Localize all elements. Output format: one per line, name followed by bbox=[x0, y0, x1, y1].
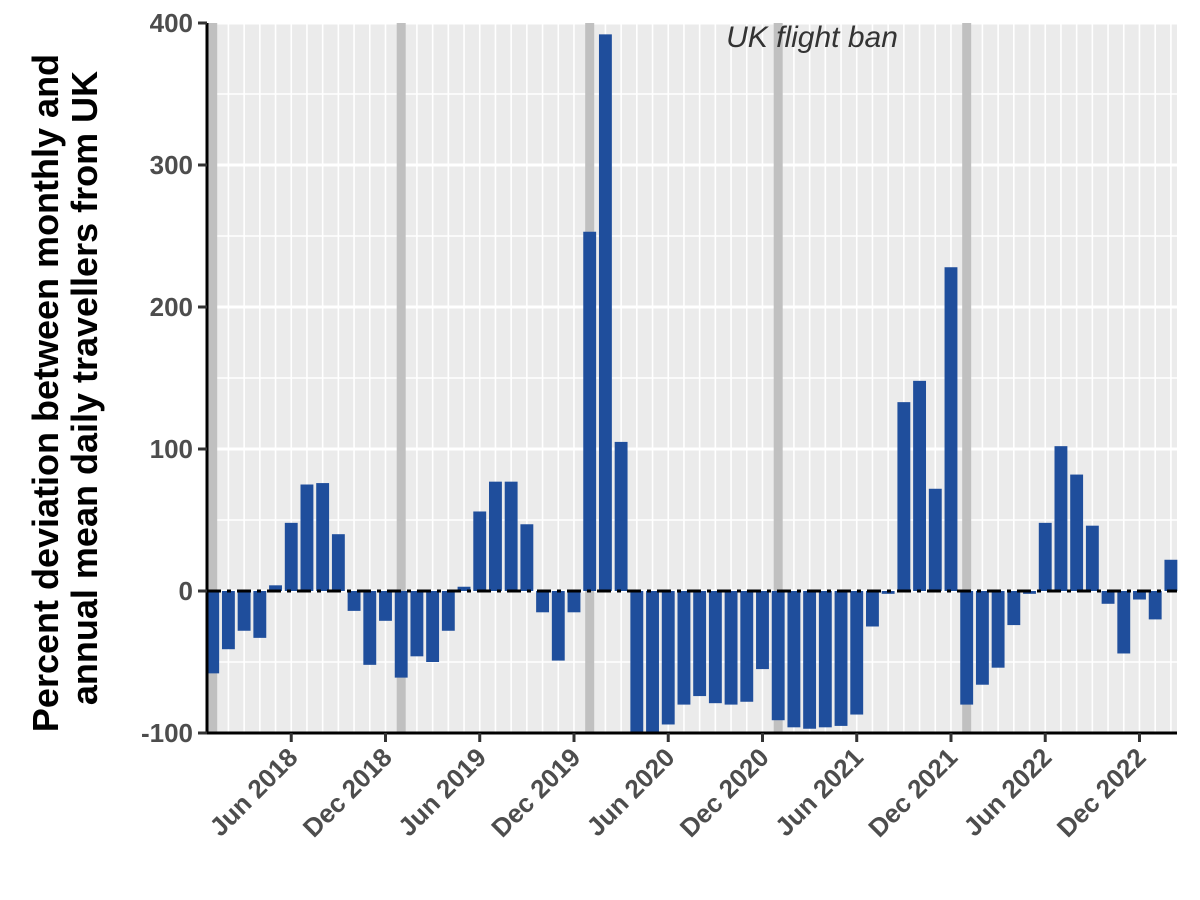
y-axis-label-line-1: Percent deviation between monthly and bbox=[25, 54, 66, 732]
bar bbox=[928, 488, 942, 591]
bar bbox=[693, 591, 707, 697]
bar bbox=[803, 591, 817, 729]
bar bbox=[1133, 591, 1146, 600]
bar bbox=[363, 591, 377, 665]
x-tick-label: Jun 2022 bbox=[958, 742, 1058, 842]
bar bbox=[756, 591, 769, 670]
bar bbox=[331, 534, 345, 591]
bar bbox=[269, 585, 282, 591]
bar bbox=[975, 591, 989, 685]
bar bbox=[1148, 591, 1162, 620]
bar bbox=[1117, 591, 1131, 654]
bar bbox=[630, 591, 644, 733]
bar bbox=[410, 591, 424, 657]
bar bbox=[316, 483, 330, 591]
bar bbox=[913, 380, 927, 591]
y-tick-label: 0 bbox=[179, 576, 193, 606]
bar bbox=[237, 591, 251, 631]
bar bbox=[441, 591, 455, 631]
bar bbox=[991, 591, 1005, 668]
y-tick-label: 400 bbox=[150, 8, 193, 38]
bar bbox=[960, 591, 974, 705]
bar bbox=[677, 591, 691, 705]
bar bbox=[1054, 446, 1068, 591]
bar bbox=[850, 591, 864, 715]
bar bbox=[253, 591, 267, 638]
y-axis-ticks: -100 0 100 200 300 400 bbox=[141, 8, 207, 748]
bar bbox=[347, 591, 361, 611]
bar bbox=[834, 591, 848, 726]
bar bbox=[1085, 525, 1099, 591]
x-tick-label: Dec 2022 bbox=[1051, 742, 1152, 843]
bar bbox=[379, 591, 392, 621]
bar bbox=[520, 524, 534, 591]
bar bbox=[614, 441, 628, 591]
bar bbox=[426, 591, 440, 662]
bar bbox=[944, 267, 958, 591]
bar bbox=[300, 484, 314, 591]
flight-ban-annotation: UK flight ban bbox=[726, 21, 898, 54]
bar bbox=[489, 481, 502, 591]
bar bbox=[567, 591, 581, 613]
bar bbox=[206, 591, 220, 674]
x-tick-label: Jun 2018 bbox=[204, 742, 304, 842]
bar bbox=[536, 591, 550, 613]
x-tick-label: Dec 2019 bbox=[485, 742, 586, 843]
bar bbox=[787, 591, 801, 728]
y-axis-label-line-2: annual mean daily travellers from UK bbox=[64, 71, 105, 705]
bar bbox=[1164, 559, 1178, 591]
bar bbox=[1007, 591, 1021, 626]
x-tick-label: Jun 2019 bbox=[392, 742, 492, 842]
bars bbox=[206, 34, 1178, 733]
bar bbox=[740, 591, 754, 702]
y-axis-label: Percent deviation between monthly and an… bbox=[25, 44, 105, 732]
bar bbox=[771, 591, 785, 721]
y-tick-label: 100 bbox=[150, 434, 193, 464]
bar bbox=[708, 591, 722, 704]
bar bbox=[1070, 474, 1084, 591]
bar bbox=[221, 591, 235, 650]
bar bbox=[1101, 591, 1115, 604]
bar bbox=[646, 591, 659, 733]
y-tick-label: -100 bbox=[141, 718, 193, 748]
x-tick-label: Jun 2021 bbox=[769, 742, 869, 842]
bar bbox=[583, 231, 597, 592]
bar bbox=[866, 591, 879, 627]
y-tick-label: 300 bbox=[150, 150, 193, 180]
bar bbox=[897, 402, 911, 591]
x-tick-label: Jun 2020 bbox=[581, 742, 681, 842]
bar bbox=[818, 591, 832, 728]
bar bbox=[598, 34, 612, 592]
y-tick-label: 200 bbox=[150, 292, 193, 322]
bar bbox=[457, 586, 471, 591]
x-tick-label: Dec 2020 bbox=[674, 742, 775, 843]
bar bbox=[473, 511, 487, 591]
x-tick-label: Dec 2021 bbox=[862, 742, 963, 843]
bar bbox=[551, 591, 565, 661]
bar bbox=[661, 591, 675, 725]
bar bbox=[724, 591, 738, 705]
bar bbox=[504, 481, 518, 591]
bar bbox=[284, 522, 298, 591]
bar bbox=[394, 591, 408, 678]
bar bbox=[1038, 522, 1052, 591]
x-tick-label: Dec 2018 bbox=[297, 742, 398, 843]
